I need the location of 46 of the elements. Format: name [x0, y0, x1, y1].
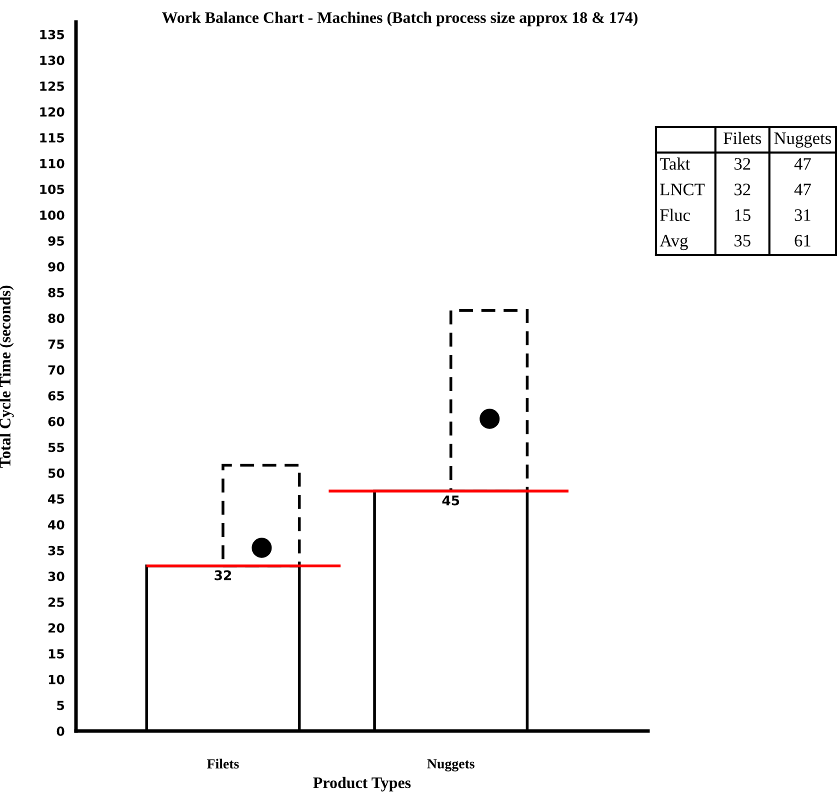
- y-tick-label: 110: [40, 158, 64, 168]
- y-tick-label: 55: [48, 442, 64, 452]
- y-tick-label: 5: [57, 700, 64, 710]
- y-tick-label: 120: [40, 107, 64, 117]
- data-label: 61: [794, 234, 810, 247]
- data-label: 47: [794, 184, 811, 196]
- y-tick-label: 50: [48, 468, 64, 478]
- data-label: 31: [794, 209, 810, 221]
- y-tick-label: 75: [48, 340, 64, 349]
- y-tick-label: 25: [48, 597, 64, 607]
- y-tick-label: 95: [48, 236, 64, 246]
- y-tick-label: 80: [48, 314, 64, 324]
- y-tick-label: 15: [48, 649, 64, 659]
- category-label: Avg: [660, 234, 688, 250]
- y-tick-label: 0: [56, 726, 64, 736]
- y-tick-label: 30: [48, 572, 64, 582]
- data-label: 35: [734, 234, 750, 247]
- category-label: Takt: [660, 158, 690, 170]
- annotation: 45: [442, 496, 460, 506]
- y-tick-label: 65: [48, 391, 64, 401]
- data-label: 32: [734, 158, 750, 170]
- y-tick-label: 100: [40, 210, 64, 220]
- y-tick-label: 90: [48, 262, 64, 272]
- y-tick-label: 35: [48, 546, 64, 556]
- annotation: 32: [214, 570, 232, 580]
- y-tick-label: 40: [48, 520, 64, 530]
- y-tick-label: 85: [48, 288, 64, 298]
- data-label: 15: [735, 209, 750, 221]
- data-label: 32: [734, 184, 750, 196]
- data-label: 47: [794, 158, 811, 170]
- x-axis-title: Product Types: [313, 776, 411, 792]
- y-tick-label: 45: [48, 494, 64, 504]
- category-label: LNCT: [660, 184, 705, 196]
- text: Nuggets: [774, 132, 832, 148]
- y-tick-label: 60: [48, 416, 64, 426]
- y-tick-label: 130: [40, 56, 64, 66]
- y-tick-label: 135: [40, 30, 64, 40]
- y-tick-label: 20: [48, 623, 64, 633]
- category-label: Fluc: [660, 208, 690, 221]
- text: Filets: [724, 132, 762, 144]
- y-tick-label: 125: [40, 81, 64, 91]
- y-tick-label: 70: [48, 365, 64, 375]
- y-tick-label: 10: [48, 674, 64, 684]
- y-tick-label: 115: [40, 133, 64, 143]
- chart-title: Work Balance Chart - Machines (Batch process size approx 18 & 174): [162, 12, 638, 26]
- y-tick-label: 105: [40, 184, 64, 194]
